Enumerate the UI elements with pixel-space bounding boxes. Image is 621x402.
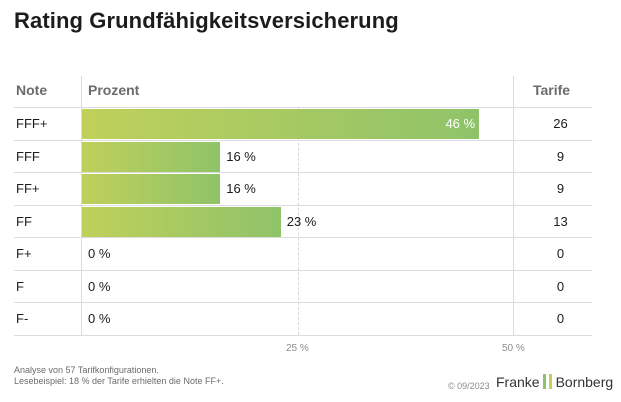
note-label: FF [16,213,32,229]
bar [82,141,221,172]
tariff-count: 9 [556,148,565,164]
note-label: FF+ [16,181,40,196]
brand-name-left: Franke [496,374,540,390]
tariff-count: 0 [556,278,565,294]
tariff-count: 0 [556,311,565,326]
note-label: F [16,278,24,294]
brand-mark [542,374,546,389]
table-row: F- 0 % 0 [14,302,592,335]
value-label: 23 % [286,213,317,229]
table-bottom-border [14,334,592,336]
table-row: F 0 % 0 [14,269,592,303]
tariff-count: 26 [553,116,568,131]
footnote-example: Lesebeispiel: 18 % der Tarife erhielten … [14,376,224,386]
note-label: F- [16,311,29,326]
table-row: FFF 16 % 9 [14,139,592,173]
table-row: FF+ 16 % 9 [14,172,592,205]
table-row: FF 23 % 13 [14,204,592,238]
table-row: FFF+ 46 % 26 [14,107,592,140]
note-label: FFF+ [16,116,48,131]
tariff-count: 0 [556,246,565,261]
value-label: 0 % [88,246,111,261]
x-tick-label: 25 % [286,343,309,354]
header-tariffs: Tarife [533,82,571,98]
x-tick-label: 50 % [502,343,525,354]
table-row: F+ 0 % 0 [14,237,592,270]
brand-logo: Franke Bornberg [496,374,613,390]
gridline-25 [298,108,299,335]
footnote-analysis: Analyse von 57 Tarifkonfigurationen. [14,365,159,375]
value-label: 0 % [88,278,111,294]
header-percent: Prozent [88,82,140,98]
value-label: 16 % [226,181,256,196]
note-label: FFF [16,148,40,164]
tariff-count: 13 [553,213,568,229]
header-note: Note [16,82,48,98]
tariff-count: 9 [556,181,565,196]
note-label: F+ [16,246,32,261]
brand-mark-2 [548,374,552,389]
column-separator-left [81,76,82,335]
bar [82,174,221,204]
value-label: 16 % [226,148,256,164]
brand-name-right: Bornberg [555,374,614,390]
value-label: 46 % [445,116,476,131]
copyright: © 09/2023 [448,381,490,391]
bar [82,109,480,139]
column-separator-right [513,76,514,335]
bar [82,206,281,237]
value-label: 0 % [88,311,111,326]
chart-title: Rating Grundfähigkeitsversicherung [14,8,399,33]
